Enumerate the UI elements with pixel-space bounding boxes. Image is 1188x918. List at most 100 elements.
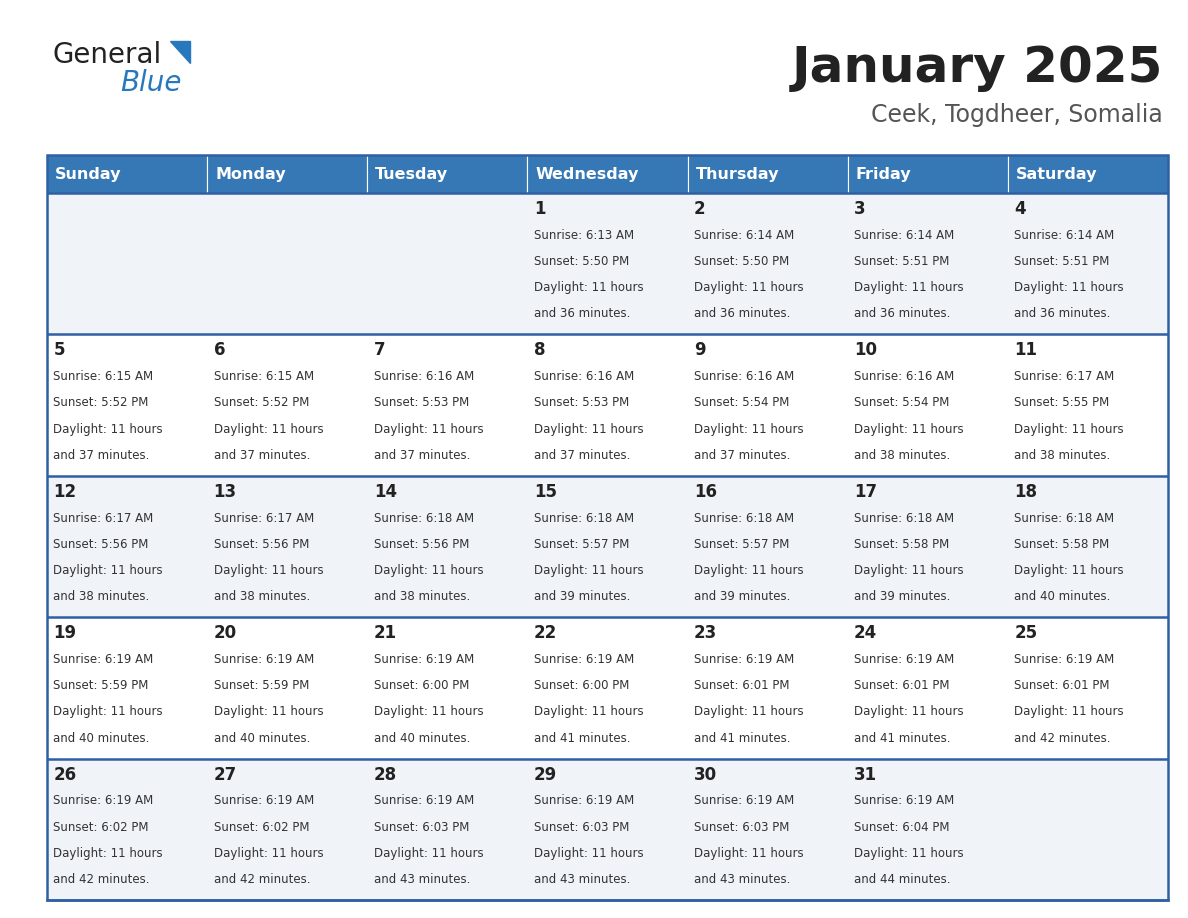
Text: Sunrise: 6:18 AM: Sunrise: 6:18 AM bbox=[694, 511, 794, 525]
Text: Sunset: 5:56 PM: Sunset: 5:56 PM bbox=[53, 538, 148, 551]
Text: and 38 minutes.: and 38 minutes. bbox=[1015, 449, 1111, 462]
Text: Daylight: 11 hours: Daylight: 11 hours bbox=[374, 705, 484, 719]
Text: Daylight: 11 hours: Daylight: 11 hours bbox=[374, 564, 484, 577]
Text: 1: 1 bbox=[533, 200, 545, 218]
Text: 22: 22 bbox=[533, 624, 557, 643]
Text: Daylight: 11 hours: Daylight: 11 hours bbox=[533, 705, 644, 719]
Text: Sunrise: 6:14 AM: Sunrise: 6:14 AM bbox=[694, 229, 795, 241]
Text: Sunrise: 6:19 AM: Sunrise: 6:19 AM bbox=[53, 653, 153, 666]
Text: 8: 8 bbox=[533, 341, 545, 360]
Text: 16: 16 bbox=[694, 483, 718, 501]
Text: Sunset: 6:03 PM: Sunset: 6:03 PM bbox=[374, 821, 469, 834]
Text: 27: 27 bbox=[214, 766, 236, 784]
Text: Sunrise: 6:18 AM: Sunrise: 6:18 AM bbox=[374, 511, 474, 525]
Text: Sunset: 5:54 PM: Sunset: 5:54 PM bbox=[694, 397, 789, 409]
Text: and 38 minutes.: and 38 minutes. bbox=[854, 449, 950, 462]
Text: Sunrise: 6:18 AM: Sunrise: 6:18 AM bbox=[533, 511, 634, 525]
Bar bbox=[48, 758, 1168, 900]
Text: Daylight: 11 hours: Daylight: 11 hours bbox=[53, 705, 163, 719]
Text: Sunset: 5:53 PM: Sunset: 5:53 PM bbox=[533, 397, 630, 409]
Text: and 42 minutes.: and 42 minutes. bbox=[1015, 732, 1111, 744]
Text: Sunset: 6:01 PM: Sunset: 6:01 PM bbox=[854, 679, 949, 692]
Bar bbox=[48, 193, 1168, 334]
Text: and 40 minutes.: and 40 minutes. bbox=[214, 732, 310, 744]
Text: and 41 minutes.: and 41 minutes. bbox=[533, 732, 631, 744]
Text: Sunset: 6:02 PM: Sunset: 6:02 PM bbox=[53, 821, 148, 834]
Text: Sunset: 5:59 PM: Sunset: 5:59 PM bbox=[214, 679, 309, 692]
Text: and 37 minutes.: and 37 minutes. bbox=[53, 449, 150, 462]
Bar bbox=[527, 155, 688, 193]
Text: Daylight: 11 hours: Daylight: 11 hours bbox=[694, 422, 803, 435]
Text: Sunset: 5:58 PM: Sunset: 5:58 PM bbox=[1015, 538, 1110, 551]
Text: Sunrise: 6:16 AM: Sunrise: 6:16 AM bbox=[374, 370, 474, 383]
Text: Sunset: 5:59 PM: Sunset: 5:59 PM bbox=[53, 679, 148, 692]
Text: January 2025: January 2025 bbox=[791, 44, 1163, 92]
Text: Daylight: 11 hours: Daylight: 11 hours bbox=[694, 705, 803, 719]
Text: Sunset: 5:52 PM: Sunset: 5:52 PM bbox=[214, 397, 309, 409]
Text: Sunday: Sunday bbox=[55, 166, 121, 182]
Text: Daylight: 11 hours: Daylight: 11 hours bbox=[694, 281, 803, 294]
Bar bbox=[367, 155, 527, 193]
Text: and 40 minutes.: and 40 minutes. bbox=[1015, 590, 1111, 603]
Text: and 42 minutes.: and 42 minutes. bbox=[214, 873, 310, 886]
Text: Daylight: 11 hours: Daylight: 11 hours bbox=[854, 705, 963, 719]
Text: Sunset: 6:02 PM: Sunset: 6:02 PM bbox=[214, 821, 309, 834]
Text: Tuesday: Tuesday bbox=[375, 166, 448, 182]
Text: Daylight: 11 hours: Daylight: 11 hours bbox=[214, 705, 323, 719]
Bar bbox=[207, 155, 367, 193]
Text: Sunrise: 6:19 AM: Sunrise: 6:19 AM bbox=[53, 794, 153, 808]
Text: Daylight: 11 hours: Daylight: 11 hours bbox=[533, 422, 644, 435]
Text: 15: 15 bbox=[533, 483, 557, 501]
Text: 3: 3 bbox=[854, 200, 866, 218]
Text: 12: 12 bbox=[53, 483, 76, 501]
Text: and 40 minutes.: and 40 minutes. bbox=[53, 732, 150, 744]
Text: Sunset: 5:56 PM: Sunset: 5:56 PM bbox=[214, 538, 309, 551]
Text: Daylight: 11 hours: Daylight: 11 hours bbox=[374, 422, 484, 435]
Text: Sunrise: 6:16 AM: Sunrise: 6:16 AM bbox=[854, 370, 954, 383]
Bar bbox=[688, 155, 848, 193]
Text: Sunset: 6:00 PM: Sunset: 6:00 PM bbox=[374, 679, 469, 692]
Text: Sunrise: 6:14 AM: Sunrise: 6:14 AM bbox=[854, 229, 954, 241]
Text: Sunset: 6:01 PM: Sunset: 6:01 PM bbox=[694, 679, 790, 692]
Polygon shape bbox=[170, 41, 190, 63]
Text: Thursday: Thursday bbox=[696, 166, 779, 182]
Bar bbox=[48, 617, 1168, 758]
Text: Sunrise: 6:19 AM: Sunrise: 6:19 AM bbox=[1015, 653, 1114, 666]
Text: Sunrise: 6:19 AM: Sunrise: 6:19 AM bbox=[374, 794, 474, 808]
Text: Sunrise: 6:16 AM: Sunrise: 6:16 AM bbox=[694, 370, 795, 383]
Text: Daylight: 11 hours: Daylight: 11 hours bbox=[214, 422, 323, 435]
Text: 13: 13 bbox=[214, 483, 236, 501]
Text: and 36 minutes.: and 36 minutes. bbox=[533, 308, 630, 320]
Text: Daylight: 11 hours: Daylight: 11 hours bbox=[533, 564, 644, 577]
Text: and 41 minutes.: and 41 minutes. bbox=[854, 732, 950, 744]
Text: Daylight: 11 hours: Daylight: 11 hours bbox=[53, 422, 163, 435]
Text: 11: 11 bbox=[1015, 341, 1037, 360]
Text: Sunrise: 6:17 AM: Sunrise: 6:17 AM bbox=[214, 511, 314, 525]
Text: Sunset: 5:51 PM: Sunset: 5:51 PM bbox=[854, 255, 949, 268]
Text: Sunset: 6:04 PM: Sunset: 6:04 PM bbox=[854, 821, 949, 834]
Text: Daylight: 11 hours: Daylight: 11 hours bbox=[854, 422, 963, 435]
Text: and 43 minutes.: and 43 minutes. bbox=[533, 873, 630, 886]
Text: and 44 minutes.: and 44 minutes. bbox=[854, 873, 950, 886]
Text: Sunset: 5:50 PM: Sunset: 5:50 PM bbox=[694, 255, 789, 268]
Text: 7: 7 bbox=[374, 341, 385, 360]
Text: and 39 minutes.: and 39 minutes. bbox=[533, 590, 630, 603]
Text: Sunset: 6:01 PM: Sunset: 6:01 PM bbox=[1015, 679, 1110, 692]
Text: 5: 5 bbox=[53, 341, 65, 360]
Text: Daylight: 11 hours: Daylight: 11 hours bbox=[53, 564, 163, 577]
Text: Sunrise: 6:19 AM: Sunrise: 6:19 AM bbox=[533, 653, 634, 666]
Text: and 37 minutes.: and 37 minutes. bbox=[694, 449, 790, 462]
Text: Sunset: 6:03 PM: Sunset: 6:03 PM bbox=[533, 821, 630, 834]
Text: Daylight: 11 hours: Daylight: 11 hours bbox=[854, 846, 963, 860]
Bar bbox=[48, 476, 1168, 617]
Text: Sunrise: 6:19 AM: Sunrise: 6:19 AM bbox=[694, 653, 795, 666]
Text: and 38 minutes.: and 38 minutes. bbox=[214, 590, 310, 603]
Text: Sunset: 5:57 PM: Sunset: 5:57 PM bbox=[533, 538, 630, 551]
Text: 21: 21 bbox=[374, 624, 397, 643]
Text: Daylight: 11 hours: Daylight: 11 hours bbox=[533, 846, 644, 860]
Text: Sunrise: 6:19 AM: Sunrise: 6:19 AM bbox=[374, 653, 474, 666]
Bar bbox=[48, 334, 1168, 476]
Text: Sunrise: 6:19 AM: Sunrise: 6:19 AM bbox=[214, 794, 314, 808]
Text: 17: 17 bbox=[854, 483, 877, 501]
Text: Sunrise: 6:19 AM: Sunrise: 6:19 AM bbox=[854, 653, 954, 666]
